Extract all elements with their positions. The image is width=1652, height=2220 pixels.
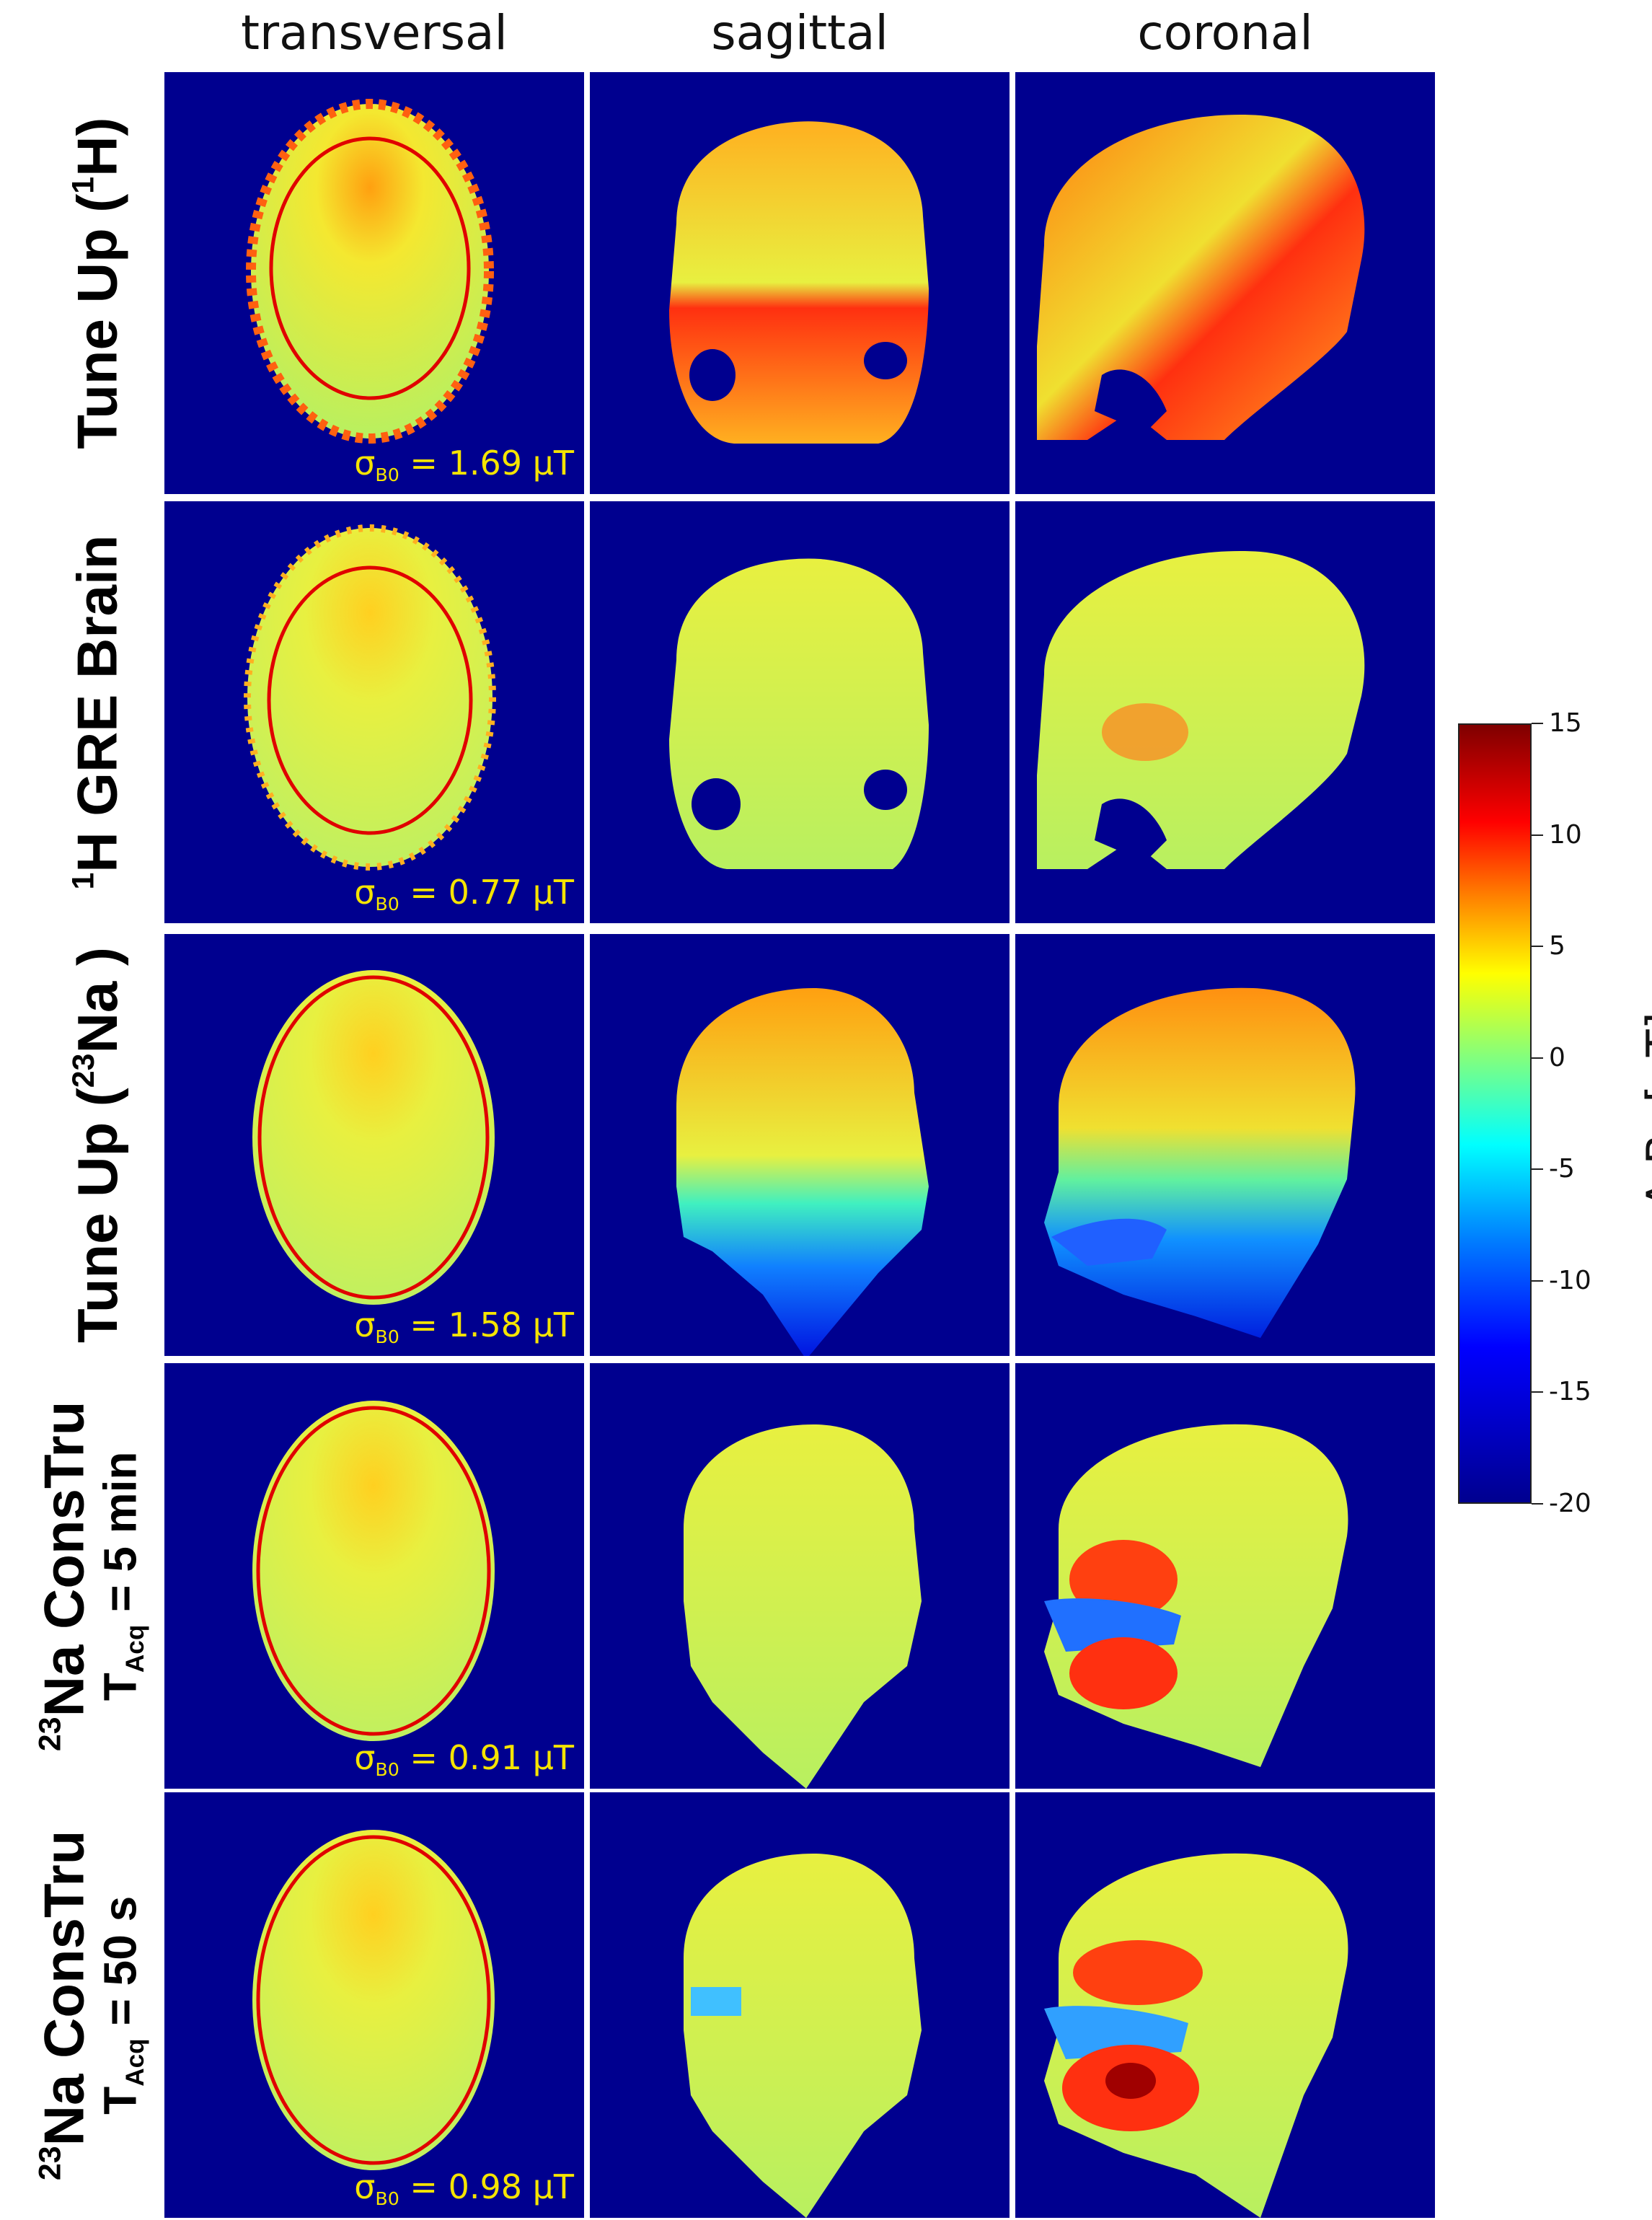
row-label-tuneup-23na: Tune Up (23Na )	[65, 947, 129, 1343]
colorbar-tick-label: -20	[1549, 1489, 1591, 1518]
field-map-image	[252, 1401, 495, 1741]
field-map-image	[246, 99, 494, 444]
column-header-sagittal: sagittal	[711, 5, 888, 61]
panel-consTru-5min-sagittal	[590, 1363, 1010, 1789]
sigma-b0-value: σB0 = 1.58 µT	[354, 1305, 574, 1347]
panel-gre-brain-transversal: σB0 = 0.77 µT	[164, 501, 584, 923]
field-map-image	[252, 970, 495, 1305]
panel-tuneup-1h-sagittal	[590, 72, 1010, 494]
colorbar-tick	[1532, 1168, 1543, 1171]
colorbar-tick-label: 10	[1549, 819, 1582, 850]
panel-tuneup-23na-sagittal	[590, 934, 1010, 1356]
panel-tuneup-23na-coronal	[1015, 934, 1435, 1356]
row-label-consTru-50s: 23Na ConsTru TAcq = 50 s	[32, 1830, 150, 2180]
panel-gre-brain-sagittal	[590, 501, 1010, 923]
colorbar-tick	[1532, 946, 1543, 948]
panel-consTru-50s-coronal	[1015, 1792, 1435, 2218]
colorbar-title: Δ B0 [µT]	[1637, 1012, 1652, 1210]
colorbar-tick-label: 0	[1549, 1042, 1565, 1072]
panel-consTru-50s-transversal: σB0 = 0.98 µT	[164, 1792, 584, 2218]
panel-tuneup-23na-transversal: σB0 = 1.58 µT	[164, 934, 584, 1356]
panel-consTru-5min-transversal: σB0 = 0.91 µT	[164, 1363, 584, 1789]
field-map-image	[1044, 1424, 1348, 1767]
column-header-coronal: coronal	[1137, 5, 1313, 61]
field-map-image	[1044, 1853, 1348, 2218]
field-map-image	[1044, 987, 1356, 1338]
colorbar-tick	[1532, 1279, 1543, 1282]
field-map-image	[1037, 115, 1365, 440]
row-label-1h-gre-brain: 1H GRE Brain	[65, 534, 129, 890]
row-label-tuneup-1h: Tune Up (1H)	[65, 117, 129, 449]
sigma-b0-value: σB0 = 1.69 µT	[354, 444, 574, 485]
colorbar-tick	[1532, 723, 1543, 724]
panel-consTru-50s-sagittal	[590, 1792, 1010, 2218]
field-map-image	[669, 558, 929, 869]
field-map-image	[1037, 551, 1365, 869]
sigma-b0-value: σB0 = 0.77 µT	[354, 873, 574, 915]
panel-gre-brain-coronal	[1015, 501, 1435, 923]
field-map-image	[684, 1424, 922, 1789]
colorbar-tick-label: -10	[1549, 1265, 1591, 1295]
panel-consTru-5min-coronal	[1015, 1363, 1435, 1789]
panel-tuneup-1h-transversal: σB0 = 1.69 µT	[164, 72, 584, 494]
colorbar-tick	[1532, 1503, 1543, 1505]
colorbar-tick-label: 15	[1549, 708, 1582, 738]
column-header-transversal: transversal	[241, 5, 508, 61]
colorbar-tick-label: -15	[1549, 1377, 1591, 1407]
field-map-image	[244, 524, 496, 871]
sigma-b0-value: σB0 = 0.91 µT	[354, 1738, 574, 1780]
field-map-image	[252, 1830, 495, 2170]
field-map-image	[676, 988, 929, 1356]
row-label-consTru-5min: 23Na ConsTru TAcq = 5 min	[32, 1401, 150, 1751]
colorbar-tick	[1532, 834, 1543, 836]
field-map-image	[684, 1854, 922, 2218]
colorbar-tick-label: -5	[1549, 1154, 1575, 1184]
colorbar-tick	[1532, 1391, 1543, 1393]
sigma-b0-value: σB0 = 0.98 µT	[354, 2167, 574, 2209]
colorbar	[1458, 723, 1532, 1504]
panel-tuneup-1h-coronal	[1015, 72, 1435, 494]
colorbar-tick-label: 5	[1549, 931, 1565, 961]
colorbar-tick	[1532, 1057, 1543, 1059]
field-map-image	[669, 121, 929, 444]
